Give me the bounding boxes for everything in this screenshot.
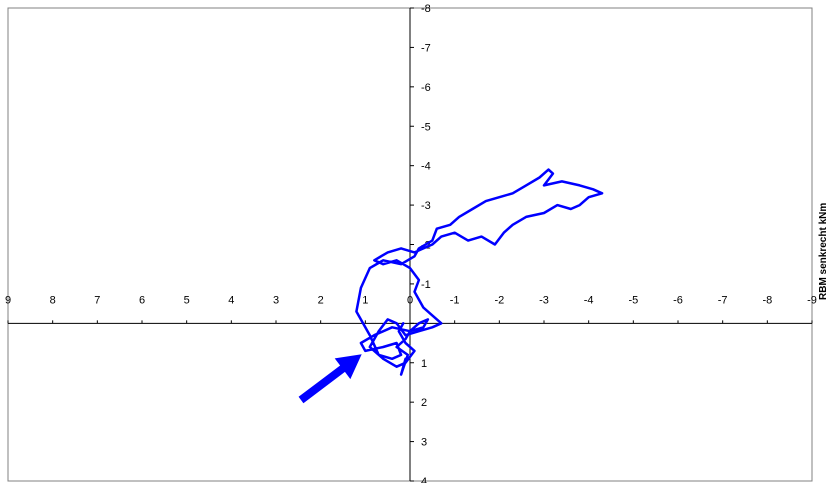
y-tick-label: 3 <box>421 437 427 449</box>
x-tick-label: 9 <box>5 294 11 306</box>
series-line <box>355 168 604 376</box>
x-tick-label: -9 <box>807 294 817 306</box>
x-tick-label: -1 <box>450 294 460 306</box>
x-tick-label: 0 <box>407 294 413 306</box>
x-tick-label: 4 <box>228 294 234 306</box>
x-tick-label: 2 <box>318 294 324 306</box>
x-tick-label: 6 <box>139 294 145 306</box>
x-tick-label: -3 <box>539 294 549 306</box>
x-tick-label: 5 <box>184 294 190 306</box>
x-tick-label: -7 <box>718 294 728 306</box>
y-tick-label: -8 <box>421 3 431 15</box>
arrow-icon <box>298 354 362 404</box>
x-tick-label: 1 <box>362 294 368 306</box>
y-tick-label: -3 <box>421 200 431 212</box>
x-tick-label: -6 <box>673 294 683 306</box>
y-tick-label: -5 <box>421 121 431 133</box>
y-tick-label: 1 <box>421 358 427 370</box>
x-tick-label: -5 <box>628 294 638 306</box>
y-tick-label: -4 <box>421 161 431 173</box>
y-tick-label: 4 <box>421 476 427 483</box>
annotation-group <box>298 354 362 404</box>
series-group <box>355 168 604 376</box>
y-tick-label: -1 <box>421 279 431 291</box>
x-tick-label: -4 <box>584 294 594 306</box>
y-tick-label: -7 <box>421 42 431 54</box>
x-tick-label: 8 <box>50 294 56 306</box>
x-tick-label: -2 <box>494 294 504 306</box>
annotation-arrow <box>298 354 362 404</box>
x-tick-label: -8 <box>762 294 772 306</box>
x-tick-label: 3 <box>273 294 279 306</box>
y-axis-label: RBM senkrecht kNm <box>818 203 829 300</box>
y-tick-label: 2 <box>421 397 427 409</box>
y-tick-label: -6 <box>421 82 431 94</box>
x-tick-label: 7 <box>94 294 100 306</box>
